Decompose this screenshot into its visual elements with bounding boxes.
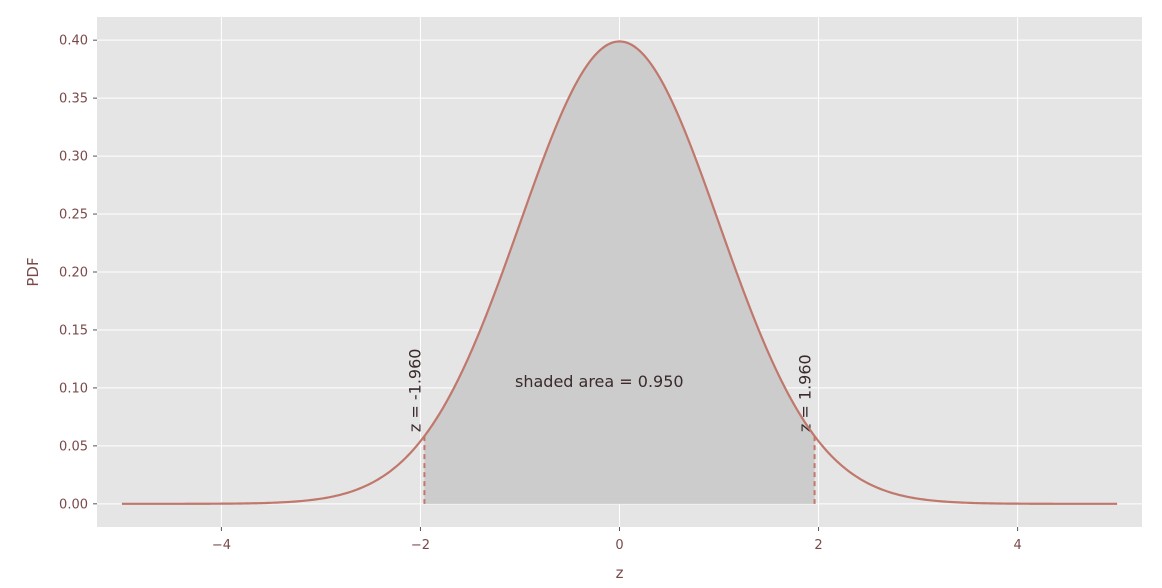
y-axis-label: PDF xyxy=(24,257,42,286)
y-tick-label: 0.05 xyxy=(59,439,88,454)
y-tick-label: 0.00 xyxy=(59,497,88,512)
x-axis-ticks: −4 −2 0 2 4 xyxy=(212,527,1022,553)
pdf-curve xyxy=(121,40,1118,505)
y-tick-label: 0.15 xyxy=(59,323,88,338)
x-tick-label: −4 xyxy=(212,538,231,553)
x-tick-label: −2 xyxy=(411,538,430,553)
critical-value-markers: z = -1.960 z = 1.960 xyxy=(405,349,816,504)
y-tick-label: 0.30 xyxy=(59,150,88,165)
shaded-area-annotation: shaded area = 0.950 xyxy=(515,372,684,391)
x-tick-label: 2 xyxy=(814,538,822,553)
y-tick-label: 0.25 xyxy=(59,208,88,223)
y-tick-label: 0.20 xyxy=(59,266,88,281)
y-tick-label: 0.10 xyxy=(59,381,88,396)
x-axis-label: z xyxy=(616,564,624,582)
critical-value-label: z = -1.960 xyxy=(405,349,424,433)
x-tick-label: 4 xyxy=(1013,538,1021,553)
y-tick-label: 0.40 xyxy=(59,34,88,49)
critical-value-label: z = 1.960 xyxy=(796,354,815,432)
y-tick-label: 0.35 xyxy=(59,92,88,107)
y-axis-ticks: 0.00 0.05 0.10 0.15 0.20 0.25 0.30 0.35 0.40 xyxy=(59,34,97,512)
x-tick-label: 0 xyxy=(615,538,623,553)
shaded-area xyxy=(424,41,815,504)
